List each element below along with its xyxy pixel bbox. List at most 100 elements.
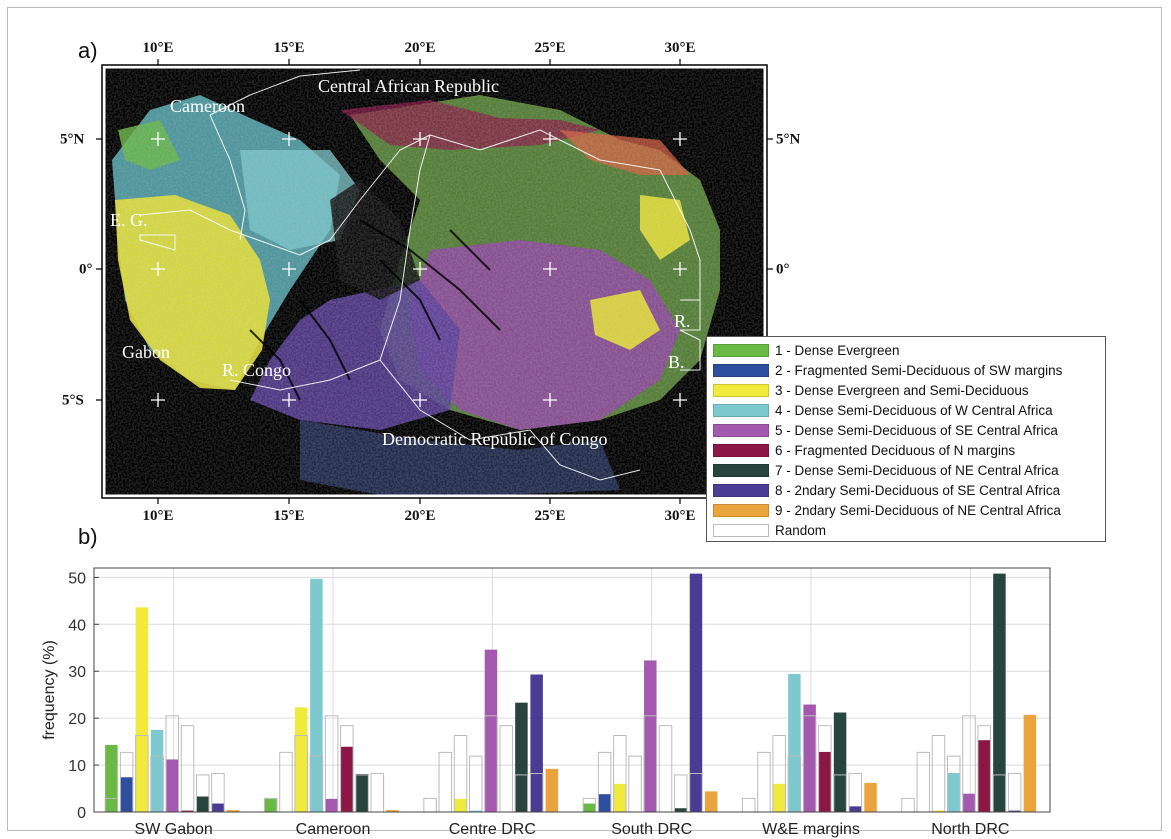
legend-item: 4 - Dense Semi-Deciduous of W Central Af… [713,400,1099,420]
bar [386,810,399,812]
place-label-burundi: B. [668,352,685,372]
bar [105,744,118,812]
lon-bottom-label-1: 15°E [273,508,305,524]
bar [340,746,354,812]
place-label-car: Central African Republic [318,76,499,96]
legend-item: Random [713,520,1099,540]
legend-item: 7 - Dense Semi-Deciduous of NE Central A… [713,460,1099,480]
random-bar [438,751,453,813]
bar [181,810,194,812]
lon-top-label-4: 30°E [664,40,696,56]
lon-bottom-label-0: 10°E [142,508,174,524]
lat-right-label-0: 5°N [776,131,801,148]
legend-label: Random [775,522,827,538]
bar [788,674,801,812]
legend-swatch [713,423,769,437]
bar [469,810,482,812]
legend-swatch [713,443,769,457]
bar [674,808,687,812]
lon-top-label-1: 15°E [273,40,305,56]
random-bar [180,725,195,813]
bar [977,740,991,812]
bar [211,803,225,812]
bar [264,798,277,812]
map-outer-frame [101,64,768,499]
bar [325,798,338,812]
bar [196,796,209,812]
lat-left-label-2: 5°S [62,392,84,409]
x-category-label: North DRC [931,821,1009,838]
y-tick-label: 40 [68,617,86,634]
figure-frame [7,7,1162,831]
random-bar [658,725,673,813]
bar [772,783,786,812]
random-bar [370,773,385,813]
legend-swatch [713,503,769,517]
random-bar [674,774,688,813]
bar [704,791,718,812]
random-bar [279,751,293,813]
y-tick-label: 50 [68,570,86,587]
bar [1008,810,1021,812]
bar [294,707,308,812]
legend-swatch [713,363,769,377]
bar [1023,714,1037,812]
place-label-rwanda: R. [674,311,691,331]
random-bar [628,755,642,813]
bar [530,674,543,812]
random-bar [901,797,915,813]
random-bar [931,735,946,813]
bar [135,607,149,812]
lon-top-label-2: 20°E [404,40,436,56]
bar [864,782,877,812]
lon-top-label-3: 25°E [534,40,566,56]
bar [583,803,596,812]
place-label-r-congo: R. Congo [222,360,292,380]
plot-frame [93,567,1051,813]
y-tick-label: 0 [77,805,86,822]
random-bar [423,797,437,813]
legend-label: 1 - Dense Evergreen [775,342,900,358]
lon-bottom-label-3: 25°E [534,508,566,524]
legend-item: 9 - 2ndary Semi-Deciduous of NE Central … [713,500,1099,520]
legend-swatch [713,523,769,537]
bar [120,777,133,812]
place-label-cameroon: Cameroon [170,96,245,116]
legend-label: 7 - Dense Semi-Deciduous of NE Central A… [775,462,1059,478]
legend-swatch [713,343,769,357]
legend-item: 1 - Dense Evergreen [713,340,1099,360]
frequency-bar-chart: 0 10 20 30 40 50 SW Gabon Cameroon Centre DRC Sou… [41,567,1051,838]
legend-label: 9 - 2ndary Semi-Deciduous of NE Central … [775,502,1061,518]
legend-label: 2 - Fragmented Semi-Deciduous of SW marg… [775,362,1063,378]
bar [454,798,467,812]
bar [849,806,862,812]
bar [515,702,528,812]
map-figure [96,59,773,504]
bar [355,773,369,812]
graticule-crosses [151,132,687,407]
bar [932,810,945,812]
legend-item: 8 - 2ndary Semi-Deciduous of SE Central … [713,480,1099,500]
panel-b-label: b) [78,524,98,549]
random-bar [1007,773,1022,813]
bar [484,649,498,812]
legend-swatch [713,483,769,497]
y-axis-title: frequency (%) [41,640,58,740]
lat-left-label-0: 5°N [60,131,85,148]
legend-label: 4 - Dense Semi-Deciduous of W Central Af… [775,402,1053,418]
random-bar [848,773,863,813]
place-label-eq-guinea: E. G. [110,210,148,230]
map-panel: a) [60,38,801,524]
legend: 1 - Dense Evergreen 2 - Fragmented Semi-D… [706,336,1106,542]
bar [947,773,960,812]
place-label-drc: Democratic Republic of Congo [382,429,608,449]
legend-swatch [713,463,769,477]
legend-item: 6 - Fragmented Deciduous of N margins [713,440,1099,460]
bar [644,660,657,812]
lat-left-label-1: 0° [79,261,93,278]
y-tick-label: 10 [68,758,86,775]
legend-label: 8 - 2ndary Semi-Deciduous of SE Central … [775,482,1061,498]
legend-swatch [713,403,769,417]
x-category-label: SW Gabon [135,821,213,838]
bar [598,794,611,812]
